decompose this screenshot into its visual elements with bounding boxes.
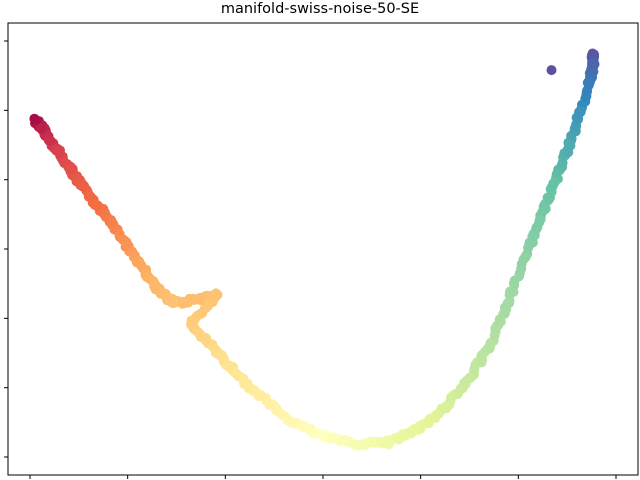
data-point xyxy=(36,123,47,134)
data-point xyxy=(441,402,452,413)
axes-layer xyxy=(4,22,639,479)
data-point xyxy=(224,360,235,371)
data-point xyxy=(464,373,475,383)
data-point xyxy=(30,115,41,125)
data-point xyxy=(502,298,513,309)
data-point xyxy=(66,165,76,175)
data-point xyxy=(212,289,223,300)
data-point xyxy=(587,48,598,59)
data-point xyxy=(121,239,132,250)
data-point xyxy=(45,135,56,146)
points-layer xyxy=(29,48,600,451)
data-point xyxy=(168,298,179,309)
data-point xyxy=(253,389,264,400)
data-point xyxy=(194,293,205,304)
data-point xyxy=(411,425,422,435)
data-point xyxy=(200,335,211,346)
data-point xyxy=(549,177,560,188)
data-point xyxy=(564,140,575,150)
chart-title: manifold-swiss-noise-50-SE xyxy=(220,1,420,17)
data-point xyxy=(350,439,361,450)
data-point xyxy=(485,339,495,350)
data-point xyxy=(92,200,103,211)
data-point xyxy=(186,318,197,329)
data-point xyxy=(534,214,545,225)
data-point xyxy=(107,219,117,229)
data-point xyxy=(520,252,531,263)
data-point xyxy=(54,148,65,159)
data-point xyxy=(282,414,293,425)
data-point xyxy=(588,56,599,67)
data-point xyxy=(318,431,328,442)
axes-frame xyxy=(7,22,639,476)
data-point xyxy=(575,106,586,117)
data-point xyxy=(151,281,161,292)
data-point xyxy=(77,181,88,192)
data-point xyxy=(584,77,595,88)
data-point xyxy=(382,437,393,448)
data-point xyxy=(546,65,557,76)
data-point xyxy=(136,260,147,271)
